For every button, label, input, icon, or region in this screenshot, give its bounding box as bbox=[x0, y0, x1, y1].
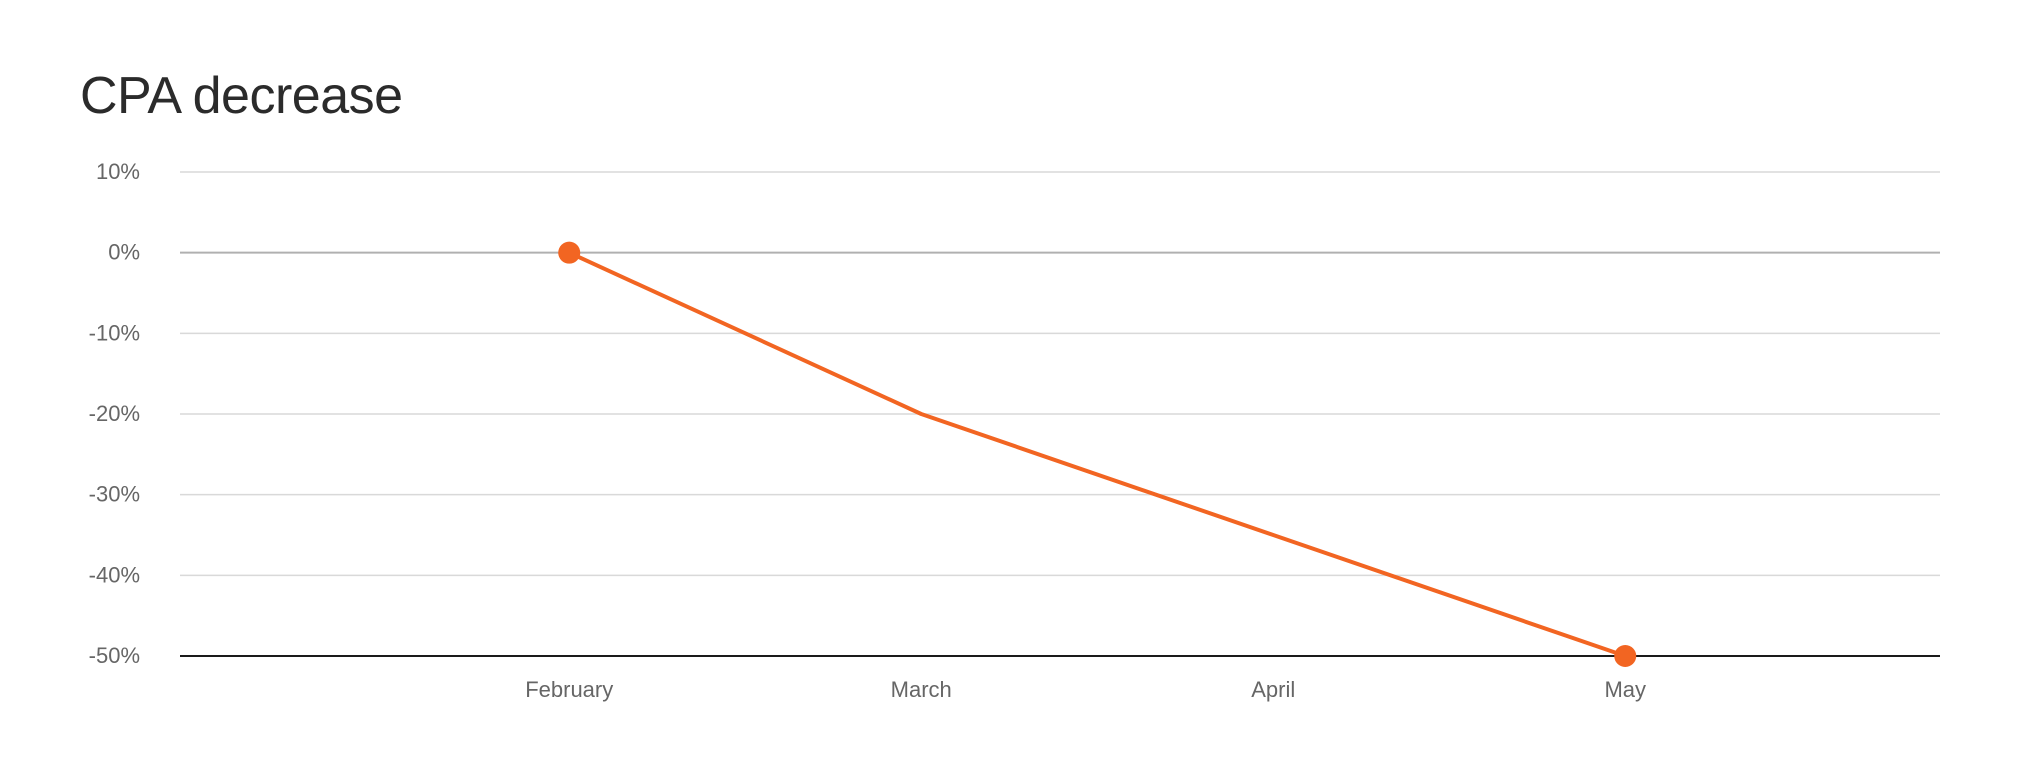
y-tick-label: 0% bbox=[108, 240, 140, 265]
y-tick-label: -20% bbox=[89, 401, 140, 426]
x-tick-label: April bbox=[1251, 677, 1295, 702]
y-axis-tick-labels: 10% 0% -10% -20% -30% -40% -50% bbox=[89, 159, 140, 668]
y-tick-label: 10% bbox=[96, 159, 140, 184]
y-tick-label: -40% bbox=[89, 562, 140, 587]
y-tick-label: -30% bbox=[89, 482, 140, 507]
data-point-marker bbox=[558, 241, 581, 264]
series-line bbox=[567, 250, 1628, 658]
x-tick-label: February bbox=[525, 677, 613, 702]
x-tick-label: March bbox=[891, 677, 952, 702]
data-point-marker bbox=[1614, 645, 1637, 667]
x-axis-tick-labels: February March April May bbox=[525, 677, 1646, 702]
series-layer bbox=[567, 250, 1628, 658]
marker-layer bbox=[558, 241, 1637, 667]
y-tick-label: -50% bbox=[89, 643, 140, 668]
x-tick-label: May bbox=[1604, 677, 1646, 702]
grid-lines bbox=[180, 171, 1940, 657]
y-tick-label: -10% bbox=[89, 320, 140, 345]
chart-title: CPA decrease bbox=[80, 67, 403, 125]
